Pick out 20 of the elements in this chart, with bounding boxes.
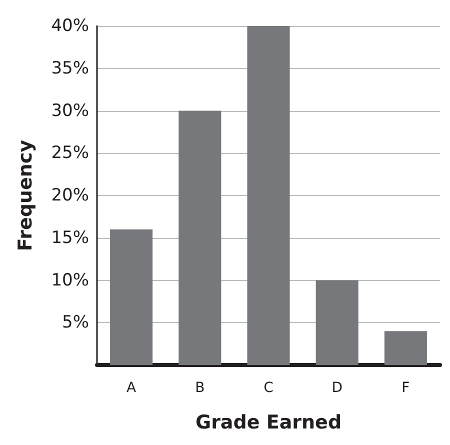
y-tick-label: 5% [62, 312, 89, 333]
bar [110, 229, 153, 365]
y-tick-label: 15% [51, 228, 89, 248]
y-tick-label: 40% [51, 16, 89, 36]
y-tick-label: 35% [51, 58, 89, 78]
x-tick-label: C [264, 380, 274, 396]
bar [247, 26, 290, 365]
x-tick-label: B [195, 380, 205, 396]
bar [178, 110, 222, 365]
y-tick-label: 10% [51, 270, 89, 290]
x-tick-label: F [402, 380, 410, 396]
bar [384, 331, 427, 365]
x-axis-title: Grade Earned [195, 412, 342, 434]
x-tick-label: A [126, 380, 137, 396]
y-tick-label: 20% [51, 186, 89, 206]
bar [316, 280, 358, 365]
y-axis-title: Frequency [14, 139, 36, 252]
y-tick-label: 25% [51, 143, 89, 164]
y-tick-label: 30% [51, 100, 89, 121]
x-tick-label: D [332, 380, 342, 396]
